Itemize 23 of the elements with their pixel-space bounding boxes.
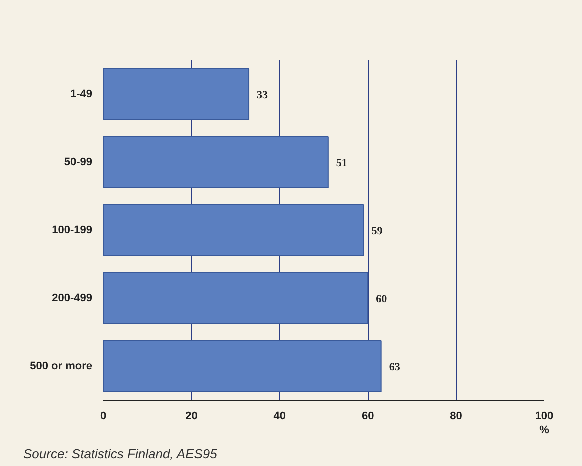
data-label: 59 bbox=[372, 226, 384, 238]
x-tick-label: 60 bbox=[362, 410, 374, 422]
bar bbox=[104, 136, 329, 188]
y-tick-label: 1-49 bbox=[70, 88, 93, 100]
bar bbox=[104, 204, 364, 256]
data-label: 51 bbox=[336, 158, 348, 170]
y-tick-label: 200-499 bbox=[52, 292, 93, 304]
data-label: 33 bbox=[257, 90, 269, 102]
y-tick-label: 500 or more bbox=[30, 360, 93, 372]
x-tick-label: 40 bbox=[274, 410, 286, 422]
bar bbox=[104, 340, 382, 392]
y-tick-label: 100-199 bbox=[52, 224, 93, 236]
x-axis-title: % bbox=[540, 424, 550, 436]
bar bbox=[104, 272, 369, 324]
x-tick-label: 100 bbox=[535, 410, 554, 422]
source-note: Source: Statistics Finland, AES95 bbox=[24, 446, 218, 462]
x-tick-label: 20 bbox=[186, 410, 198, 422]
x-tick-label: 80 bbox=[450, 410, 462, 422]
bar bbox=[104, 68, 250, 120]
y-tick-label: 50-99 bbox=[64, 156, 93, 168]
data-label: 60 bbox=[376, 294, 388, 306]
x-tick-label: 0 bbox=[100, 410, 107, 422]
data-label: 63 bbox=[389, 362, 401, 374]
